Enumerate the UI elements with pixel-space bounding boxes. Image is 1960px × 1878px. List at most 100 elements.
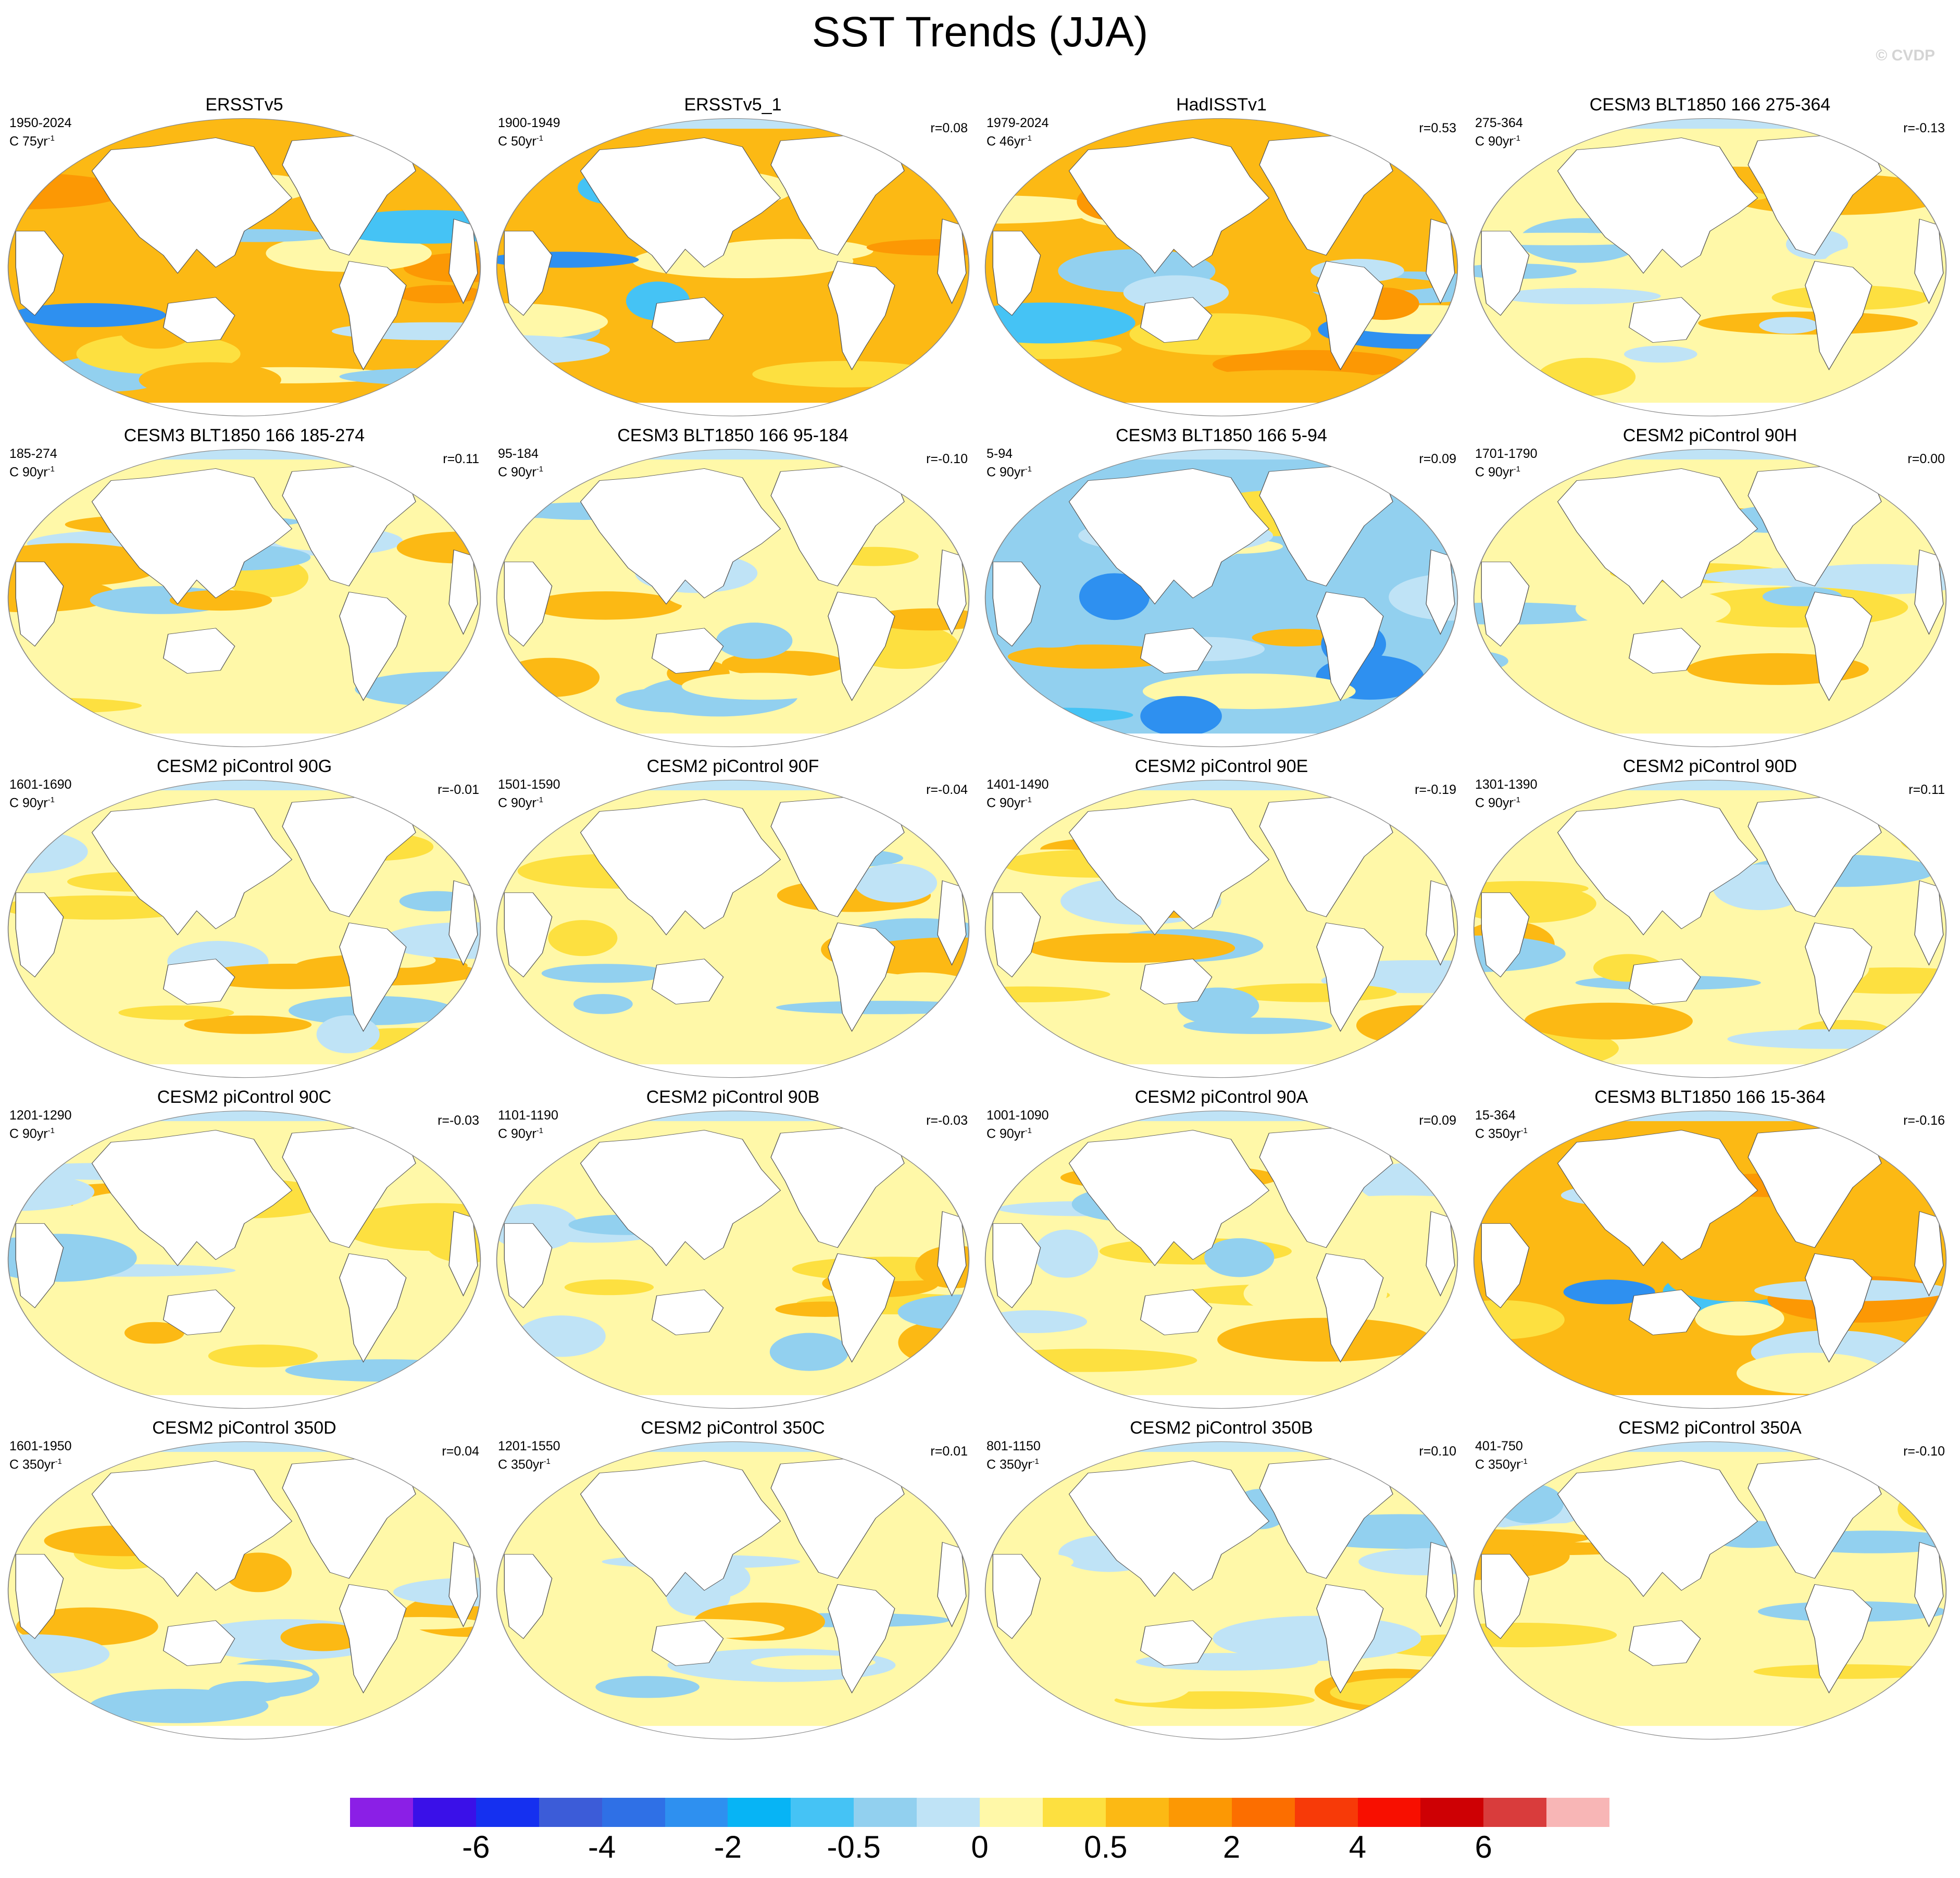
land-mass — [405, 1121, 454, 1158]
antarctica — [496, 733, 969, 747]
units-prefix: C — [498, 1457, 508, 1472]
trend-patch — [564, 1279, 654, 1296]
panel-title: CESM2 piControl 90F — [646, 756, 819, 776]
land-mass — [405, 1451, 454, 1489]
panel-years: 1900-1949 — [498, 116, 560, 130]
map-border — [1473, 1110, 1947, 1409]
units-period: 90yr — [1000, 465, 1025, 480]
trend-patch — [1140, 696, 1222, 737]
land-mass — [1068, 1461, 1270, 1597]
panel-years: 95-184 — [498, 446, 539, 461]
trend-patch — [1901, 828, 1946, 850]
panel-units: C 90yr-1 — [498, 465, 543, 480]
trend-patch — [496, 1532, 556, 1552]
map-border — [496, 1110, 970, 1409]
land-mass — [828, 922, 895, 1032]
land-mass — [1140, 1289, 1213, 1335]
panel-years: 1201-1290 — [9, 1108, 72, 1123]
panel-correlation: r=0.08 — [930, 121, 968, 135]
units-period: 350yr — [1488, 1457, 1521, 1472]
land-mass — [894, 128, 943, 166]
map-border — [7, 118, 481, 417]
map-border — [496, 118, 970, 417]
trend-patch — [169, 590, 272, 611]
land-mass — [1140, 628, 1213, 674]
colorbar-box — [350, 1798, 413, 1827]
land-mass — [1068, 1130, 1270, 1266]
sst-trend-map — [7, 449, 481, 748]
map-panel: CESM2 piControl 90H 1701-1790 C 90yr-1 r=0.… — [1466, 425, 1954, 753]
land-mass — [1914, 880, 1944, 966]
trend-patch — [1079, 573, 1150, 620]
land-mass — [1557, 799, 1758, 936]
antarctica — [1474, 403, 1946, 416]
land-mass — [448, 1211, 478, 1297]
panel-correlation: r=-0.04 — [926, 782, 968, 797]
units-prefix: C — [987, 795, 996, 811]
land-mass — [1557, 1130, 1758, 1266]
units-prefix: C — [1475, 1457, 1485, 1472]
colorbar-box — [602, 1798, 665, 1827]
land-mass — [504, 1554, 553, 1639]
panel-years: 1979-2024 — [987, 116, 1049, 130]
panel-years: 1101-1190 — [498, 1108, 558, 1123]
panel-correlation: r=-0.19 — [1415, 782, 1456, 797]
units-period: 46yr — [1000, 134, 1025, 149]
trend-patch — [1727, 1029, 1935, 1049]
land-mass — [894, 459, 943, 496]
map-border — [1473, 1441, 1947, 1740]
map-border — [1473, 779, 1947, 1078]
antarctica — [8, 733, 481, 747]
panel-title: ERSSTv5_1 — [684, 95, 782, 115]
panel-title: CESM3 BLT1850 166 275-364 — [1589, 95, 1831, 115]
antarctica — [496, 1064, 969, 1078]
panel-title: CESM2 piControl 90E — [1134, 756, 1308, 776]
land-mass — [448, 218, 478, 304]
land-mass — [1140, 297, 1213, 343]
trend-patch — [1689, 1685, 1751, 1705]
land-mass — [1481, 231, 1530, 316]
map-panel: CESM2 piControl 350D 1601-1950 C 350yr-1 r=… — [0, 1417, 489, 1745]
panel-years: 1701-1790 — [1475, 446, 1538, 461]
units-period: 350yr — [511, 1457, 544, 1472]
panel-units: C 90yr-1 — [9, 795, 55, 811]
panel-years: 1601-1690 — [9, 777, 72, 792]
trend-patch — [1123, 275, 1229, 310]
trend-patch — [1883, 1350, 1946, 1378]
panel-years: 1401-1490 — [987, 777, 1049, 792]
colorbar-tick-label: 4 — [1349, 1830, 1367, 1864]
units-period: 90yr — [22, 465, 48, 480]
trend-patch — [1252, 629, 1343, 646]
units-prefix: C — [987, 134, 996, 149]
land-mass — [1805, 1253, 1872, 1363]
colorbar-box — [1483, 1798, 1547, 1827]
land-mass — [1140, 959, 1213, 1004]
trend-patch — [1200, 568, 1309, 591]
land-mass — [937, 549, 967, 635]
trend-patch — [985, 1349, 1197, 1372]
trend-patch — [1537, 357, 1636, 396]
land-mass — [339, 1253, 407, 1363]
panel-correlation: r=-0.10 — [926, 452, 968, 466]
panel-units: C 350yr-1 — [1475, 1457, 1528, 1472]
trend-patch — [1204, 1238, 1275, 1277]
panel-title: CESM2 piControl 350A — [1618, 1418, 1802, 1438]
panel-years: 1301-1390 — [1475, 777, 1538, 792]
panel-years: 275-364 — [1475, 116, 1523, 130]
land-mass — [504, 562, 553, 647]
panel-correlation: r=0.10 — [1419, 1444, 1456, 1459]
map-border — [7, 449, 481, 748]
units-period: 90yr — [1000, 795, 1025, 811]
units-period: 350yr — [1000, 1457, 1032, 1472]
colorbar-tick-label: 0.5 — [1084, 1830, 1128, 1864]
trend-patch — [500, 657, 600, 698]
land-mass — [992, 562, 1041, 647]
trend-patch — [866, 239, 969, 256]
trend-patch — [595, 1676, 700, 1698]
map-panel: CESM3 BLT1850 166 95-184 95-184 C 90yr-1 r=… — [489, 425, 977, 753]
land-mass — [894, 1451, 943, 1489]
trend-patch — [11, 303, 166, 327]
panel-correlation: r=-0.03 — [926, 1113, 968, 1128]
land-mass — [1068, 468, 1270, 605]
panel-units: C 90yr-1 — [987, 795, 1032, 811]
